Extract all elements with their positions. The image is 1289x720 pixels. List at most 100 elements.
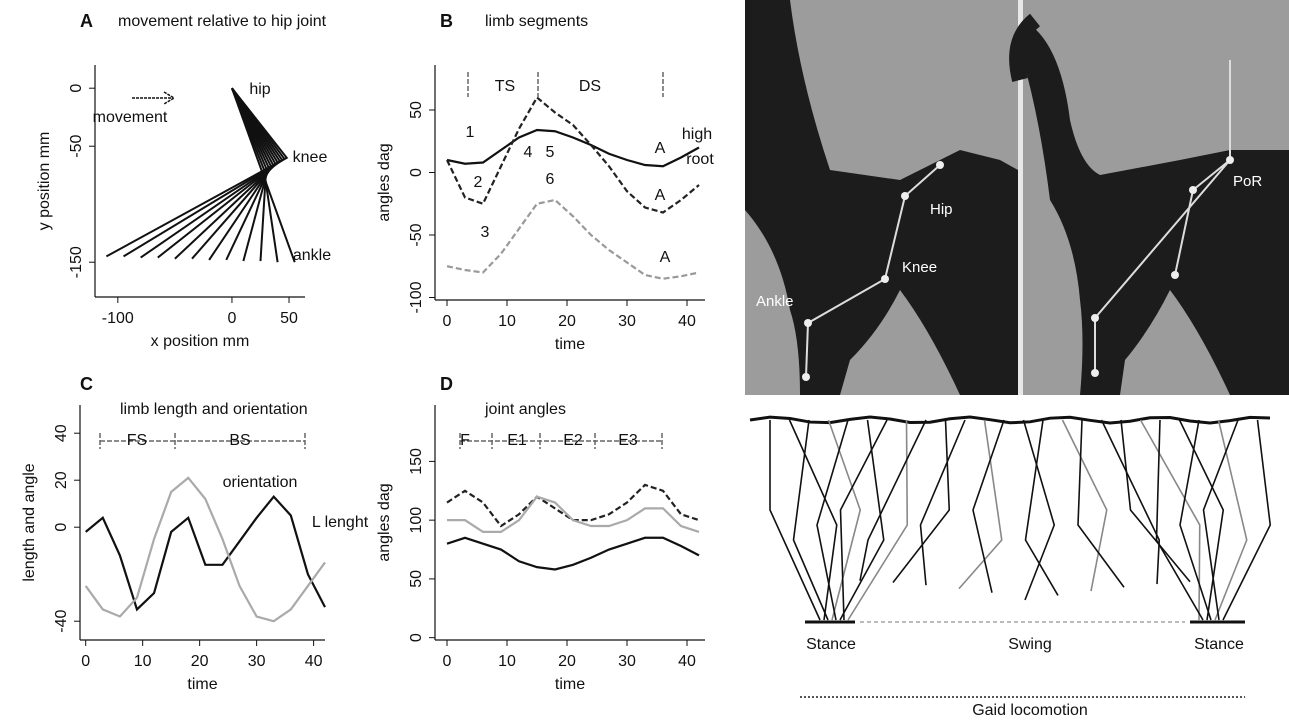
annotation: movement (93, 109, 168, 126)
panel-title: movement relative to hip joint (118, 13, 327, 30)
x-axis-label: time (555, 336, 585, 353)
x-tick-label: 0 (228, 310, 237, 327)
y-tick-label: 0 (53, 523, 70, 532)
y-axis-label: angles dag (376, 483, 393, 561)
panel-letter: B (440, 11, 453, 31)
x-axis-label: time (187, 676, 217, 693)
limb-stick (1121, 420, 1190, 582)
x-tick-label: 10 (498, 313, 516, 330)
panel-letter: A (80, 11, 93, 31)
annotation: A (655, 187, 666, 204)
limb-stick (232, 88, 295, 262)
annotation: A (655, 140, 666, 157)
x-tick-label: 20 (558, 653, 576, 670)
x-tick-label: 20 (558, 313, 576, 330)
series-label: orientation (223, 474, 298, 491)
annotation: 4 (524, 144, 533, 161)
annotation: TS (495, 78, 515, 95)
panel-letter: C (80, 374, 93, 394)
movement-arrow (132, 92, 174, 104)
y-tick-label: 0 (408, 633, 425, 642)
photo-label: Hip (930, 201, 953, 218)
annotation: FS (127, 432, 147, 449)
series-line (447, 497, 699, 532)
limb-stick (770, 420, 820, 620)
annotation: 5 (546, 144, 555, 161)
y-tick-label: -150 (68, 246, 85, 278)
series-line (447, 538, 699, 570)
limb-stick (829, 420, 861, 620)
limb-stick (893, 420, 949, 583)
limb-stick (921, 420, 966, 585)
series-label: root (686, 151, 714, 168)
limb-stick (860, 420, 926, 581)
x-tick-label: 0 (81, 653, 90, 670)
caption: Gaid locomotion (972, 702, 1088, 719)
annotation: BS (229, 432, 250, 449)
limb-stick (1204, 420, 1239, 620)
y-tick-label: 20 (53, 471, 70, 489)
panel-title: limb length and orientation (120, 401, 308, 418)
series-label: knee (293, 149, 328, 166)
x-tick-label: 40 (305, 653, 323, 670)
photo-label: PoR (1233, 173, 1262, 190)
annotation: E2 (563, 432, 583, 449)
y-tick-label: 0 (68, 84, 85, 93)
series-label: L lenght (312, 514, 369, 531)
x-tick-label: 40 (678, 313, 696, 330)
x-tick-label: -100 (102, 310, 134, 327)
x-axis-label: time (555, 676, 585, 693)
y-tick-label: -50 (68, 135, 85, 158)
x-tick-label: 0 (443, 313, 452, 330)
y-tick-label: 40 (53, 424, 70, 442)
x-tick-label: 30 (618, 653, 636, 670)
trunk-line (750, 417, 1270, 423)
annotation: 6 (546, 171, 555, 188)
limb-stick (1063, 420, 1107, 591)
gait-stick-diagram (750, 417, 1270, 620)
annotation: F (460, 432, 470, 449)
limb-stick (1078, 420, 1124, 587)
x-tick-label: 20 (191, 653, 209, 670)
series-label: hip (249, 81, 270, 98)
x-tick-label: 30 (618, 313, 636, 330)
x-tick-label: 30 (248, 653, 266, 670)
annotation: E3 (618, 432, 638, 449)
annotation: A (660, 249, 671, 266)
x-tick-label: 0 (443, 653, 452, 670)
y-tick-label: -40 (53, 610, 70, 633)
x-tick-label: 10 (134, 653, 152, 670)
series-line (86, 497, 325, 610)
y-tick-label: 150 (408, 448, 425, 475)
y-axis-label: length and angle (21, 463, 38, 581)
phase-label: Swing (1008, 636, 1052, 653)
x-axis-label: x position mm (151, 333, 250, 350)
x-tick-label: 10 (498, 653, 516, 670)
limb-stick (841, 420, 888, 620)
limb-stick (1223, 420, 1270, 620)
annotation: 3 (481, 224, 490, 241)
panel-letter: D (440, 374, 453, 394)
y-axis-label: angles dag (376, 143, 393, 221)
annotation: DS (579, 78, 601, 95)
photo-label: Knee (902, 259, 937, 276)
y-tick-label: 50 (408, 101, 425, 119)
limb-stick (794, 420, 829, 620)
y-tick-label: -100 (408, 281, 425, 313)
annotation: 1 (466, 124, 475, 141)
y-tick-label: -50 (408, 223, 425, 246)
y-tick-label: 100 (408, 507, 425, 534)
x-tick-label: 50 (280, 310, 298, 327)
annotation: 2 (474, 174, 483, 191)
photo-label: Ankle (756, 293, 794, 310)
annotation: E1 (507, 432, 527, 449)
series-label: high (682, 126, 712, 143)
panel-title: limb segments (485, 13, 588, 30)
series-line (86, 478, 325, 621)
y-axis-label: y position mm (36, 132, 53, 231)
y-tick-label: 0 (408, 168, 425, 177)
x-tick-label: 40 (678, 653, 696, 670)
limb-stick (1215, 420, 1247, 620)
phase-label: Stance (806, 636, 856, 653)
series-label: ankle (293, 247, 331, 264)
